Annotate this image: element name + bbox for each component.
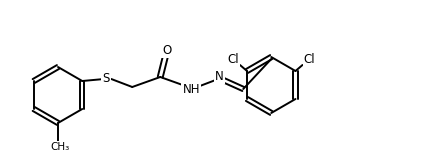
Text: NH: NH xyxy=(182,83,200,95)
Text: Cl: Cl xyxy=(227,53,238,65)
Text: N: N xyxy=(215,69,223,83)
Text: Cl: Cl xyxy=(303,53,315,65)
Text: CH₃: CH₃ xyxy=(50,142,70,152)
Text: O: O xyxy=(162,43,172,57)
Text: S: S xyxy=(102,71,110,85)
